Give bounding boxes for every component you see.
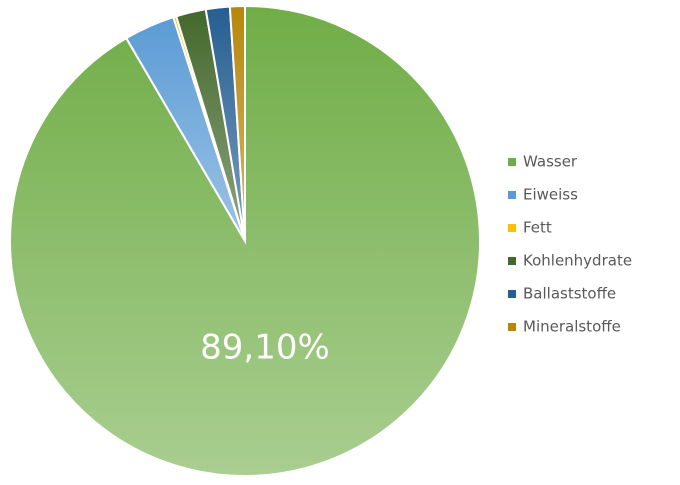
pie-slice [228,4,246,242]
legend-label: Eiweiss [523,186,578,204]
legend-label: Ballaststoffe [523,285,616,303]
value-label: 89,10% [200,328,330,368]
legend-marker [508,257,516,265]
legend-label: Fett [523,219,552,237]
legend-marker [508,191,516,199]
legend-label: Mineralstoffe [523,318,621,336]
legend-marker [508,158,516,166]
legend-marker [508,323,516,331]
legend-label: Kohlenhydrate [523,252,632,270]
legend-marker [508,290,516,298]
legend-label: Wasser [523,153,578,171]
legend-marker [508,224,516,232]
